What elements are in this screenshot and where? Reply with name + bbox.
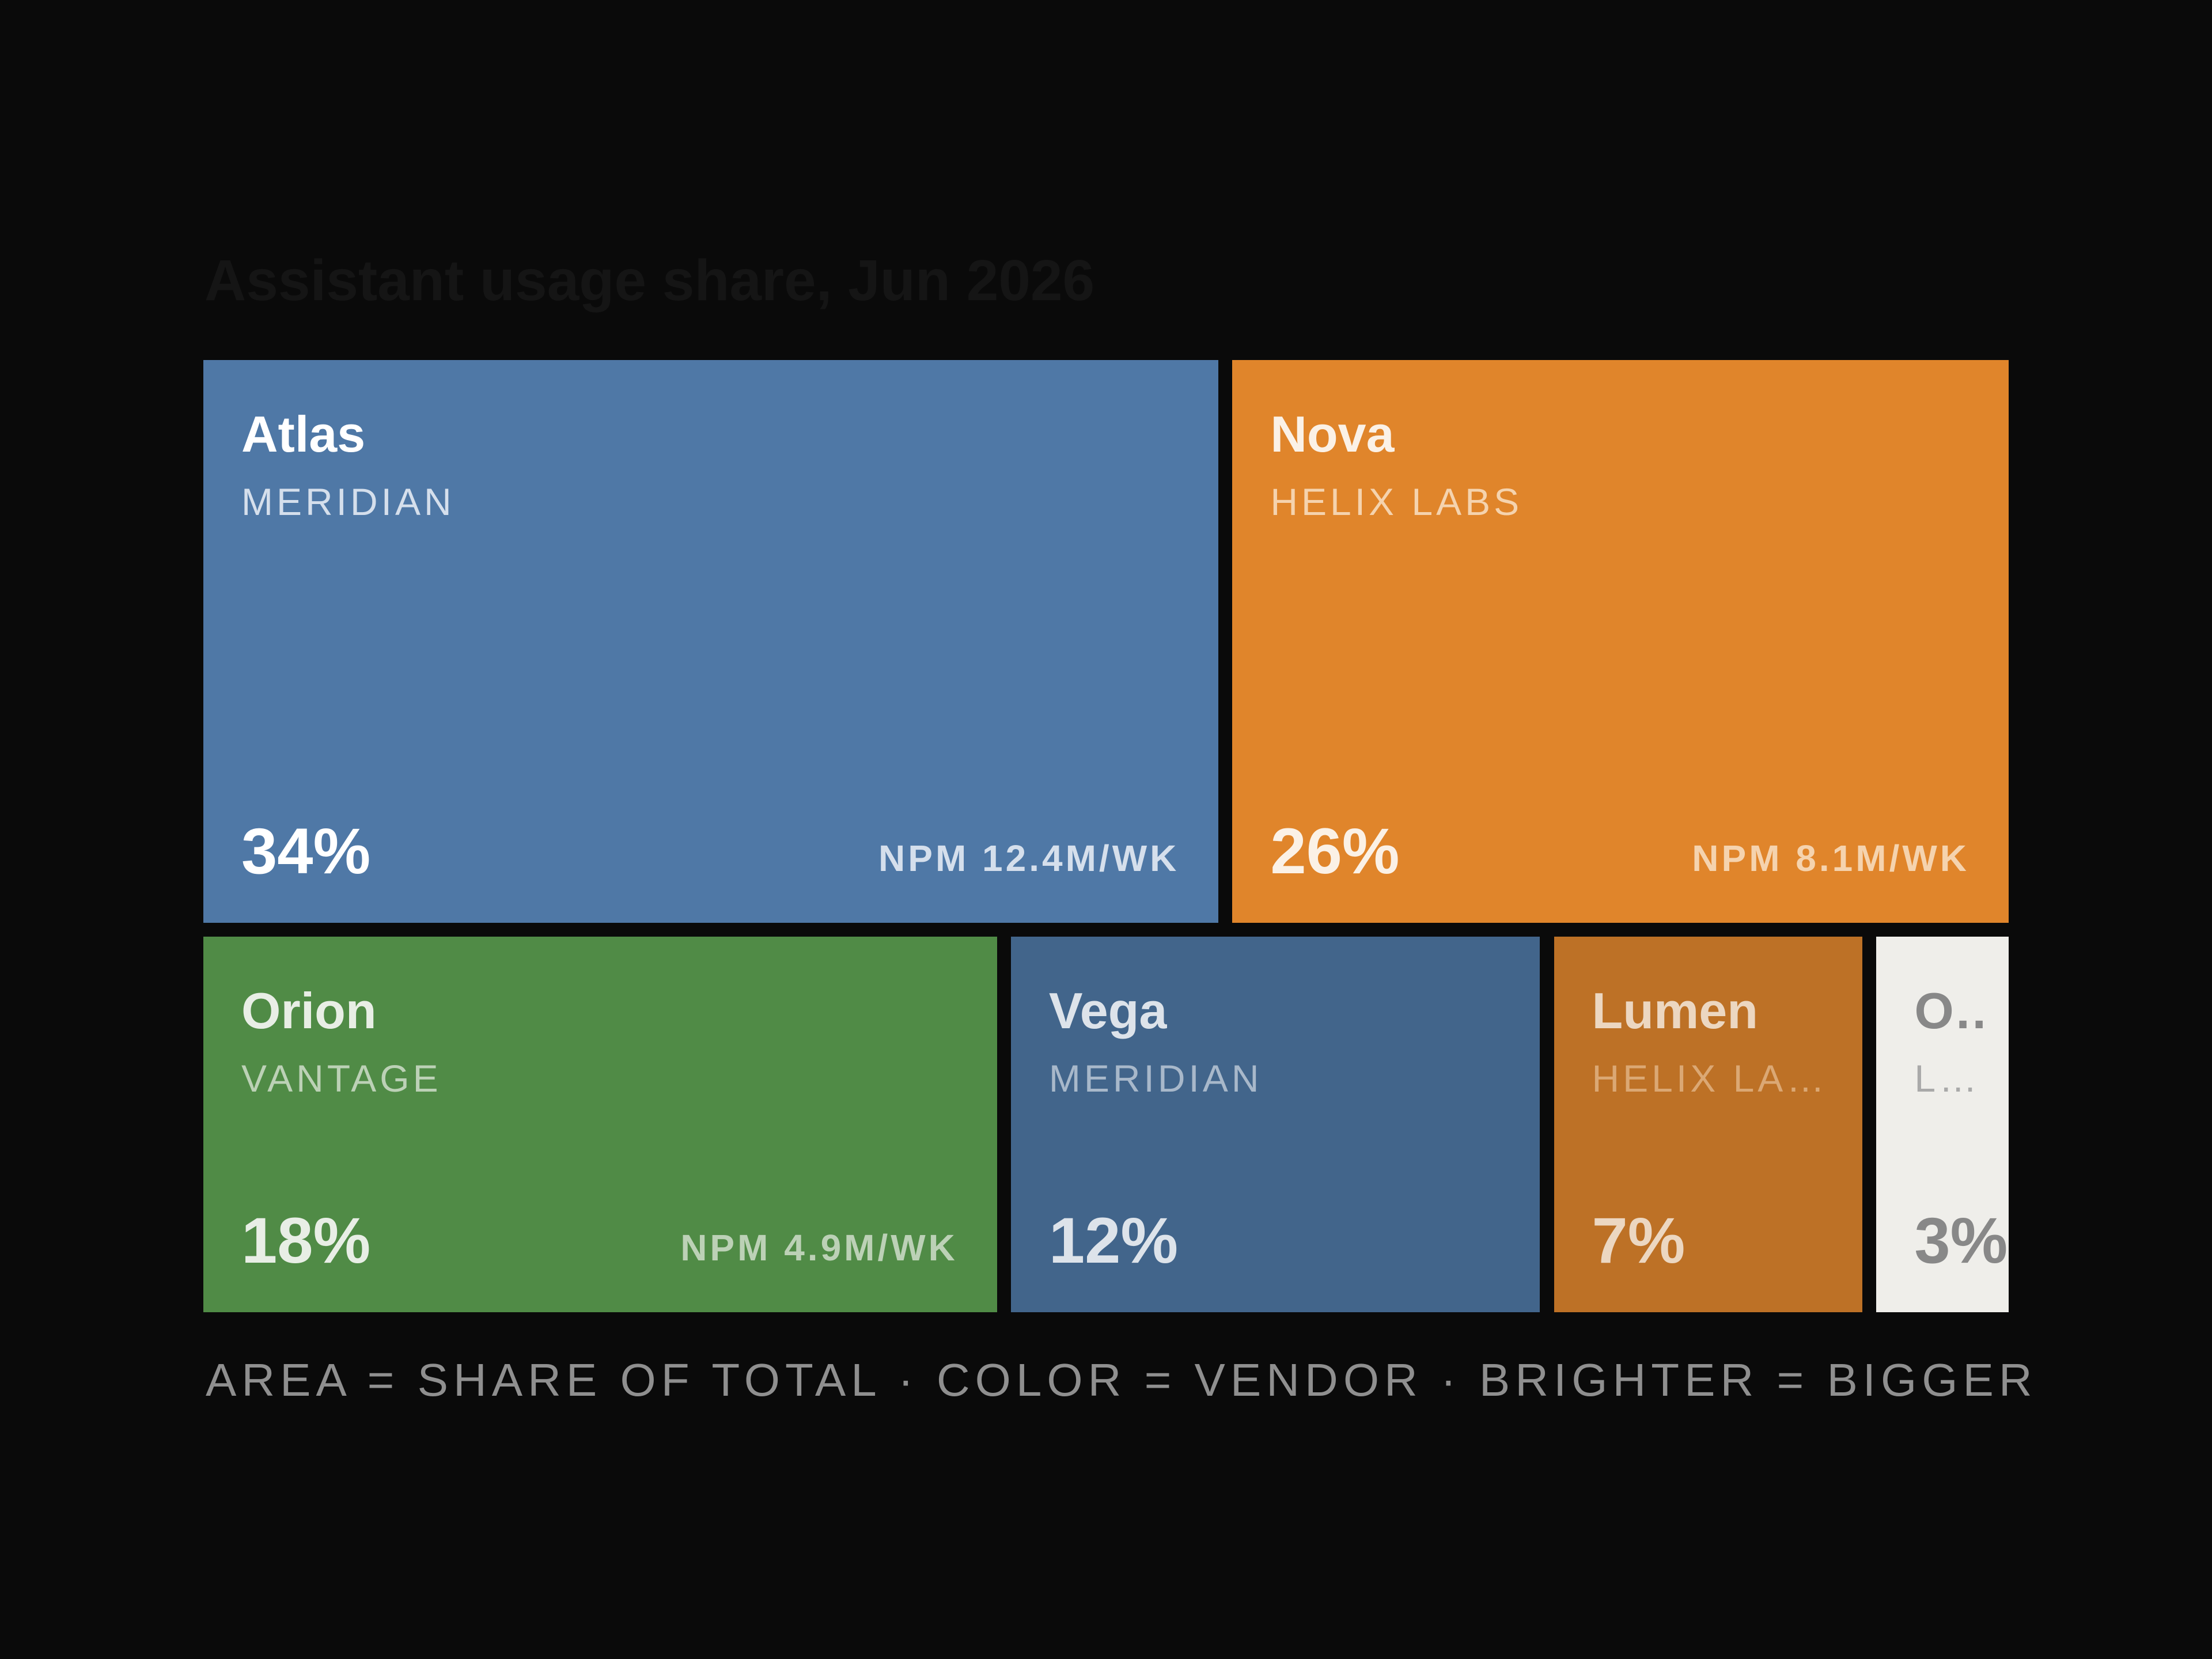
tile-name: Vega [1048,982,1168,1040]
tile-npm-label: NPM 8.1M/WK [1692,838,1969,880]
tile-atlas: Atlas MERIDIAN 34% NPM 12.4M/WK [203,360,1219,923]
tile-share-label: 3% [1914,1204,2008,1277]
tile-vega: Vega MERIDIAN 12% [1010,937,1540,1312]
tile-npm-label: NPM 4.9M/WK [680,1226,958,1268]
tile-share-label: 12% [1048,1204,1179,1277]
chart-title: Assistant usage share, Jun 2026 [204,248,1095,313]
tile-share-label: 34% [241,815,371,888]
tile-other: Other LONG TAIL 3% [1876,937,2009,1312]
tile-vendor: VANTAGE [241,1057,442,1100]
tile-name: Nova [1270,406,1395,463]
tile-vendor: MERIDIAN [241,480,455,523]
tile-vendor: HELIX LABS [1270,480,1523,523]
tile-npm-label: NPM 12.4M/WK [878,838,1180,880]
tile-orion: Orion VANTAGE 18% NPM 4.9M/WK [203,937,997,1312]
tile-name: Other [1914,982,1983,1040]
tile-name: Orion [241,982,377,1040]
tile-vendor: HELIX LABS [1592,1057,1838,1100]
tile-share-label: 7% [1592,1204,1685,1277]
tile-name: Lumen [1592,982,1758,1040]
chart-caption: AREA = SHARE OF TOTAL · COLOR = VENDOR ·… [206,1354,2037,1406]
tile-share-label: 18% [241,1204,371,1277]
tile-vendor: MERIDIAN [1048,1057,1263,1100]
tile-vendor: LONG TAIL [1914,1057,1983,1100]
tile-share-label: 26% [1270,815,1400,888]
tile-lumen: Lumen HELIX LABS 7% [1554,937,1863,1312]
tile-nova: Nova HELIX LABS 26% NPM 8.1M/WK [1232,360,2009,923]
tile-name: Atlas [241,406,366,463]
